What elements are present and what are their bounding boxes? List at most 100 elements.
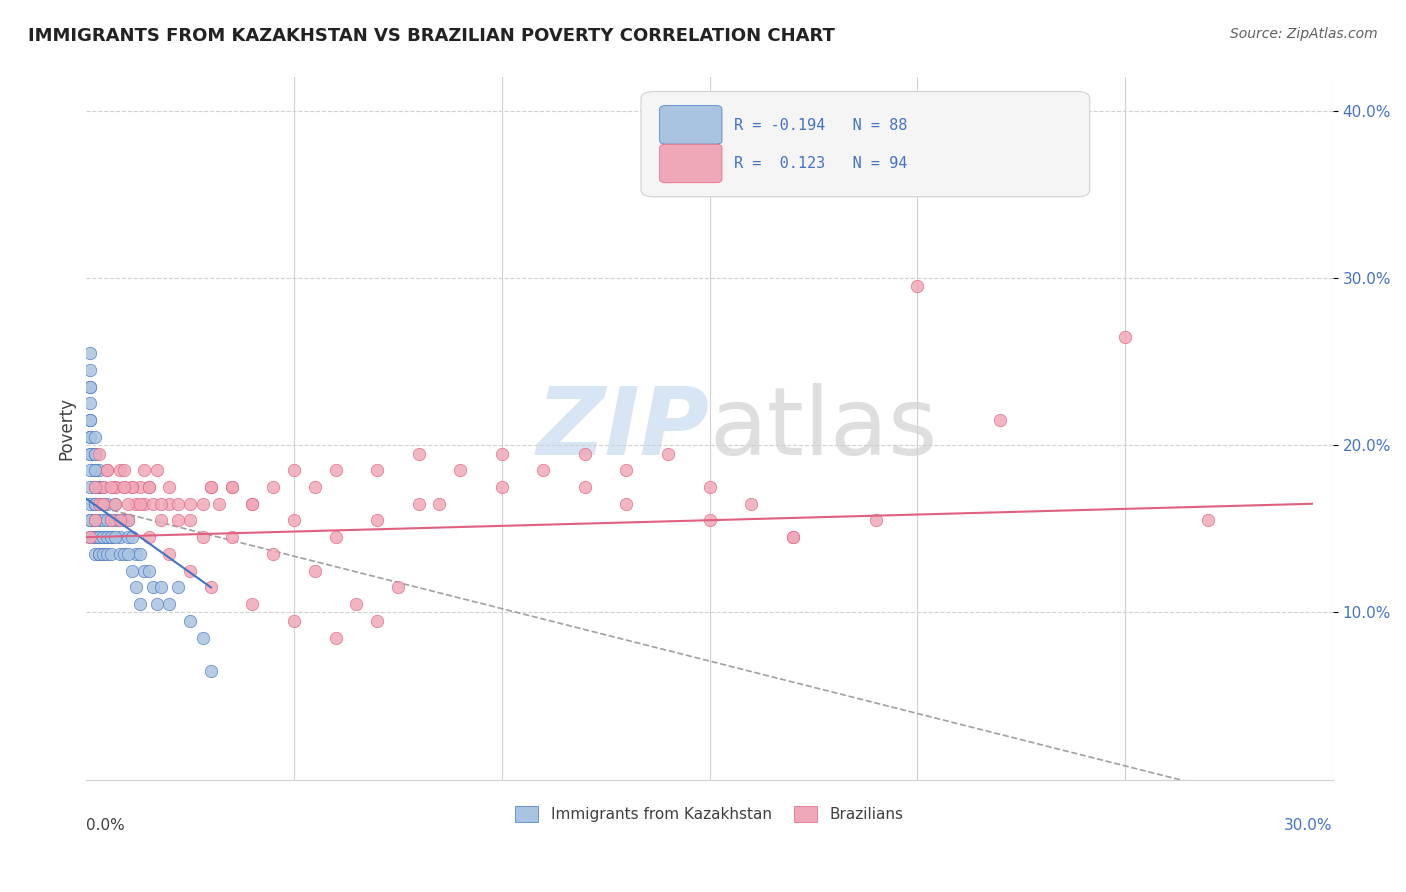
Text: 30.0%: 30.0%: [1284, 818, 1333, 833]
Point: [134, 497, 156, 511]
Point: [87, 497, 110, 511]
Point: [142, 497, 165, 511]
Point: [129, 597, 152, 611]
Point: [83, 463, 105, 477]
Point: [112, 463, 135, 477]
Point: [104, 480, 127, 494]
Point: [129, 497, 152, 511]
Point: [112, 480, 135, 494]
Point: [79, 380, 101, 394]
Point: [191, 530, 214, 544]
Point: [83, 463, 105, 477]
Point: [91, 480, 114, 494]
Point: [191, 631, 214, 645]
Point: [87, 497, 110, 511]
Point: [87, 480, 110, 494]
Text: atlas: atlas: [710, 383, 938, 475]
Point: [117, 530, 139, 544]
Point: [304, 480, 326, 494]
Point: [79, 514, 101, 528]
Point: [79, 380, 101, 394]
Point: [117, 514, 139, 528]
Point: [283, 463, 305, 477]
Point: [108, 514, 131, 528]
Point: [121, 480, 143, 494]
Point: [100, 530, 122, 544]
Point: [96, 547, 118, 561]
Point: [262, 547, 284, 561]
Point: [304, 564, 326, 578]
Point: [366, 463, 388, 477]
Point: [91, 497, 114, 511]
Point: [83, 514, 105, 528]
Point: [100, 480, 122, 494]
Point: [87, 497, 110, 511]
Text: ZIP: ZIP: [537, 383, 710, 475]
Point: [83, 480, 105, 494]
Point: [134, 564, 156, 578]
Point: [616, 463, 638, 477]
Point: [125, 547, 148, 561]
Point: [108, 530, 131, 544]
Point: [87, 530, 110, 544]
Point: [79, 530, 101, 544]
Point: [104, 530, 127, 544]
Point: [366, 514, 388, 528]
Point: [96, 497, 118, 511]
Point: [79, 447, 101, 461]
Point: [366, 614, 388, 628]
Point: [121, 530, 143, 544]
Point: [138, 480, 160, 494]
Point: [138, 480, 160, 494]
Point: [108, 547, 131, 561]
Point: [96, 530, 118, 544]
Point: [87, 447, 110, 461]
Point: [325, 463, 347, 477]
Point: [283, 514, 305, 528]
Point: [108, 463, 131, 477]
Point: [100, 514, 122, 528]
Point: [134, 463, 156, 477]
Point: [87, 514, 110, 528]
Point: [112, 480, 135, 494]
Point: [96, 530, 118, 544]
Point: [79, 480, 101, 494]
Point: [157, 597, 180, 611]
Point: [104, 480, 127, 494]
Text: Source: ZipAtlas.com: Source: ZipAtlas.com: [1230, 27, 1378, 41]
Point: [79, 413, 101, 427]
Point: [96, 514, 118, 528]
Point: [262, 480, 284, 494]
Point: [150, 580, 173, 594]
Point: [104, 497, 127, 511]
Point: [179, 514, 201, 528]
Point: [221, 530, 243, 544]
Point: [91, 497, 114, 511]
Point: [429, 497, 451, 511]
Point: [142, 580, 165, 594]
Point: [121, 480, 143, 494]
Point: [79, 346, 101, 360]
Point: [657, 447, 679, 461]
Point: [83, 430, 105, 444]
Point: [157, 480, 180, 494]
Point: [1197, 514, 1219, 528]
Point: [91, 530, 114, 544]
Point: [146, 597, 169, 611]
Point: [117, 514, 139, 528]
Point: [449, 463, 471, 477]
Point: [242, 497, 264, 511]
Point: [91, 480, 114, 494]
Point: [83, 514, 105, 528]
Point: [100, 530, 122, 544]
FancyBboxPatch shape: [659, 145, 723, 183]
Point: [79, 447, 101, 461]
Point: [242, 497, 264, 511]
Point: [83, 447, 105, 461]
Point: [104, 497, 127, 511]
Point: [408, 447, 430, 461]
Point: [104, 514, 127, 528]
Point: [91, 530, 114, 544]
Point: [79, 530, 101, 544]
Point: [83, 514, 105, 528]
